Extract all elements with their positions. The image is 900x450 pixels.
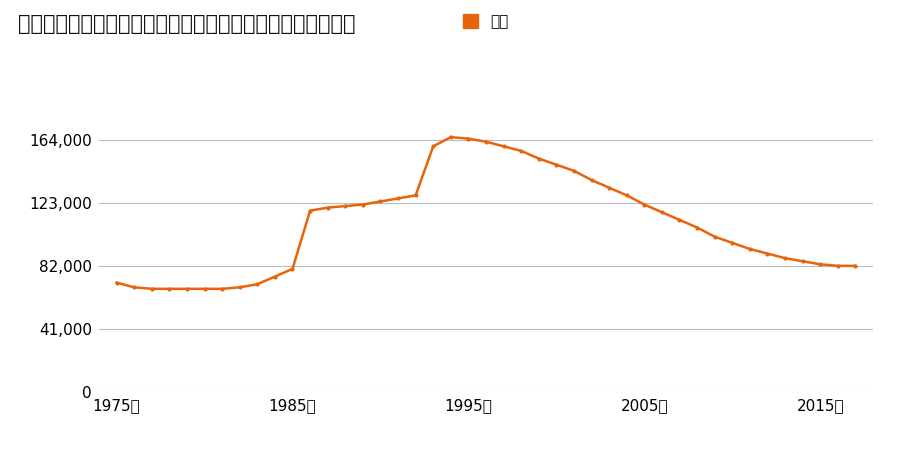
Text: 愛知県新城市字町並１８番、１９番合併ほか１筆の地価推移: 愛知県新城市字町並１８番、１９番合併ほか１筆の地価推移 <box>18 14 356 33</box>
Legend: 価格: 価格 <box>457 8 515 35</box>
